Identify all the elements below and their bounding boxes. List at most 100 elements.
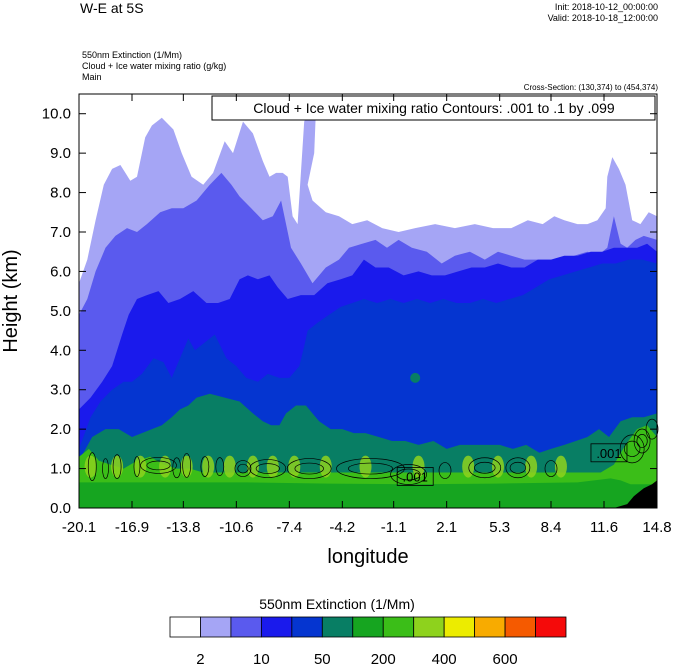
contour-line (505, 457, 531, 479)
cross-section-chart: .001 .001 Cloud + Ice water mixing ratio … (0, 93, 672, 568)
y-tick-label: 6.0 (50, 263, 71, 280)
colorbar-label: 400 (432, 651, 457, 667)
contour-line (619, 434, 645, 464)
contour-line (624, 440, 641, 457)
colorbar-swatch (443, 616, 476, 638)
streak (266, 455, 279, 478)
contour-line (336, 458, 405, 479)
contour-line (348, 462, 393, 475)
colorbar-swatch (504, 616, 536, 638)
x-tick-label: -7.4 (276, 519, 302, 536)
contour-title-box: Cloud + Ice water mixing ratio Contours:… (211, 95, 656, 121)
y-tick-label: 9.0 (50, 145, 71, 162)
contour-title-frame (211, 95, 656, 121)
streak (202, 455, 215, 478)
y-tick-label: 2.0 (50, 421, 71, 438)
mixing-ratio-contours: .001 .001 (87, 418, 659, 486)
contour-line (182, 453, 192, 478)
contour-line (200, 456, 210, 477)
colorbar-label: 50 (314, 651, 331, 667)
y-tick-label: 4.0 (50, 342, 71, 359)
colorbar-swatch (230, 616, 262, 638)
colorbar-label: 10 (253, 651, 270, 667)
streak (525, 455, 538, 478)
streak (223, 455, 236, 478)
contour-line (255, 463, 280, 474)
streak (319, 455, 332, 478)
streak (84, 455, 97, 478)
streak (462, 455, 475, 478)
colorbar-swatch (413, 616, 445, 638)
colorbar-swatch (260, 616, 293, 638)
contour-line (438, 462, 452, 479)
x-tick-label: 11.6 (590, 519, 618, 536)
colorbar-label: 600 (493, 651, 518, 667)
contour-line (544, 460, 558, 477)
y-tick-label: 3.0 (50, 382, 71, 399)
y-axis-label: Height (km) (0, 249, 22, 352)
streak (492, 455, 505, 478)
y-tick-label: 0.0 (50, 500, 71, 517)
contour-line (633, 428, 651, 454)
x-tick-label: 2.1 (436, 519, 457, 536)
streak (359, 455, 372, 478)
contour-line (140, 457, 177, 474)
near-surface-band (79, 478, 657, 508)
contour-line (636, 434, 648, 448)
colorbar-swatch (291, 616, 323, 638)
contour-label-box (590, 443, 628, 463)
y-tick-label: 10.0 (42, 106, 71, 123)
init-valid-times: Init: 2018-10-12_00:00:00 Valid: 2018-10… (548, 2, 658, 24)
variable-descriptions: 550nm Extinction (1/Mm) Cloud + Ice wate… (82, 50, 226, 83)
contour-line (468, 457, 502, 479)
variable-1: 550nm Extinction (1/Mm) (82, 50, 183, 60)
isolated-patch (410, 372, 421, 383)
contour-line (286, 458, 332, 479)
colorbar-swatch (200, 616, 232, 638)
contour-line (509, 461, 527, 474)
contour-line (215, 457, 225, 476)
streak (288, 455, 301, 478)
colorbar-swatch (535, 616, 567, 638)
chart-axes: 0.0 1.0 2.0 3.0 4.0 5.0 6.0 7.0 8.0 9.0 10.0 -20.1 -… (42, 94, 672, 536)
contour-label-box (396, 467, 434, 486)
contour-line (146, 460, 171, 471)
x-tick-label: 8.4 (541, 519, 562, 536)
colorbar-title: 550nm Extinction (1/Mm) (259, 596, 415, 612)
x-tick-label: -1.1 (381, 519, 407, 536)
contour-label: .001 (403, 469, 428, 484)
contour-label: .001 (596, 446, 621, 461)
x-tick-label: 5.3 (489, 519, 510, 536)
terrain-region (613, 480, 657, 508)
contour-line (390, 464, 427, 485)
contour-line (249, 459, 287, 478)
streak (412, 455, 425, 478)
contour-line (172, 457, 182, 479)
y-tick-label: 8.0 (50, 185, 71, 202)
contour-line (294, 462, 324, 475)
variable-2: Cloud + Ice water mixing ratio (g/kg) (82, 61, 227, 71)
contour-line (234, 460, 252, 477)
contour-title: Cloud + Ice water mixing ratio Contours:… (253, 100, 615, 116)
contour-line (102, 458, 109, 479)
valid-time: Valid: 2018-10-18_12:00:00 (547, 13, 658, 23)
contour-line (237, 463, 249, 474)
extinction-fill-layers (79, 94, 657, 509)
y-tick-label: 7.0 (50, 224, 71, 241)
colorbar-swatch (352, 616, 384, 638)
streak (554, 455, 567, 478)
x-tick-label: -10.6 (219, 519, 253, 536)
x-axis-label: longitude (327, 546, 408, 568)
page-title: W-E at 5S (80, 0, 144, 16)
y-tick-label: 5.0 (50, 303, 71, 320)
contour-line (133, 456, 141, 477)
colorbar-label: 200 (371, 651, 396, 667)
plot-frame (78, 93, 658, 509)
x-tick-label: -4.2 (329, 519, 355, 536)
x-tick-label: -13.8 (166, 519, 200, 536)
contour-line (474, 461, 496, 474)
colorbar-swatch (382, 616, 415, 638)
contour-line (112, 454, 122, 479)
colorbar-swatch (169, 616, 201, 638)
colorbar-swatch (474, 616, 506, 638)
